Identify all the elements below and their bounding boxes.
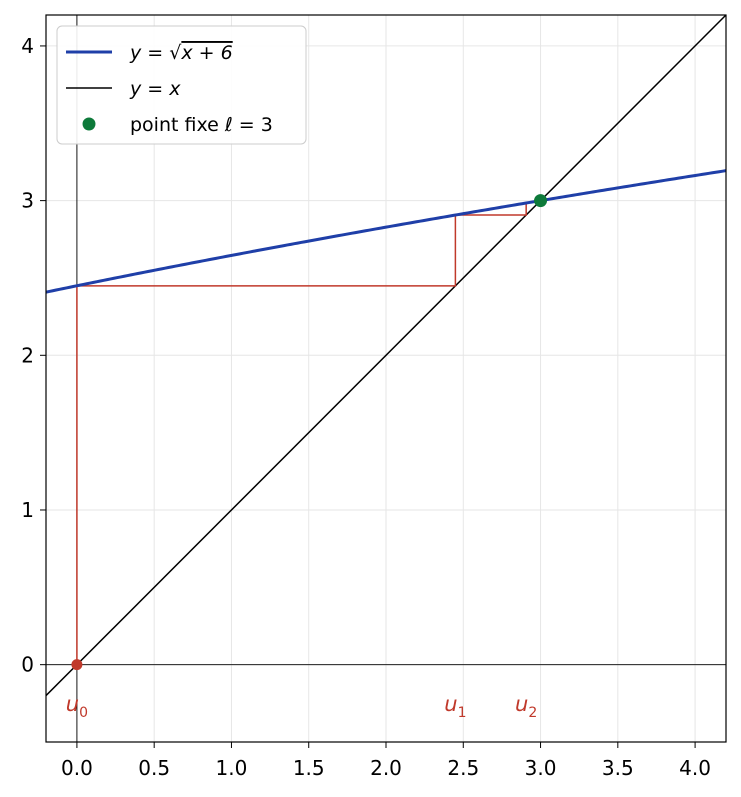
x-tick-label: 0.0 xyxy=(61,756,93,780)
iterate-label-u1: u1 xyxy=(444,692,466,721)
x-tick-label: 3.5 xyxy=(602,756,634,780)
x-tick-label: 2.5 xyxy=(447,756,479,780)
y-tick-label: 2 xyxy=(21,343,34,367)
x-tick-label: 2.0 xyxy=(370,756,402,780)
legend-swatch-fixed-point xyxy=(82,117,96,131)
series-layer xyxy=(46,15,726,697)
points-layer xyxy=(71,194,548,671)
iterate-label-u2: u2 xyxy=(515,692,537,721)
y-tick-label: 0 xyxy=(21,653,34,677)
x-tick-label: 1.0 xyxy=(216,756,248,780)
x-tick-label: 0.5 xyxy=(138,756,170,780)
ticks: 0.0 0.5 1.0 1.5 2.0 2.5 3.0 3.5 4.0 0 1 2 3 4 xyxy=(21,34,711,780)
iterate-labels: u0 u1 u2 xyxy=(66,692,537,721)
legend-label-fixed-point: point fixe ℓ = 3 xyxy=(130,114,273,136)
iterate-label-subscript: 1 xyxy=(458,705,467,721)
y-tick-label: 3 xyxy=(21,189,34,213)
legend-label-curve: y = √x + 6 xyxy=(129,42,233,64)
iterate-label-base: u xyxy=(444,692,457,716)
sqrt-radicand: x + 6 xyxy=(180,42,232,64)
cobweb-path xyxy=(76,202,527,665)
y-tick-label: 4 xyxy=(21,34,34,58)
y-tick-label: 1 xyxy=(21,498,34,522)
legend: y = √x + 6 y = x point fixe ℓ = 3 xyxy=(56,25,307,145)
iterate-label-subscript: 2 xyxy=(528,705,537,721)
series-identity-line xyxy=(46,15,726,697)
grid xyxy=(46,15,726,742)
fixed-point-marker xyxy=(534,194,548,208)
x-tick-label: 4.0 xyxy=(679,756,711,780)
iterate-label-subscript: 0 xyxy=(79,705,88,721)
x-tick-label: 3.0 xyxy=(525,756,557,780)
iterate-label-base: u xyxy=(66,692,79,716)
start-point-u0 xyxy=(71,659,83,671)
x-tick-label: 1.5 xyxy=(293,756,325,780)
legend-label-identity: y = x xyxy=(129,78,181,100)
iterate-label-u0: u0 xyxy=(66,692,88,721)
legend-box xyxy=(56,25,307,145)
iterate-label-base: u xyxy=(515,692,528,716)
series-sqrt-curve xyxy=(46,169,726,294)
sqrt-sign: √ xyxy=(169,42,182,64)
